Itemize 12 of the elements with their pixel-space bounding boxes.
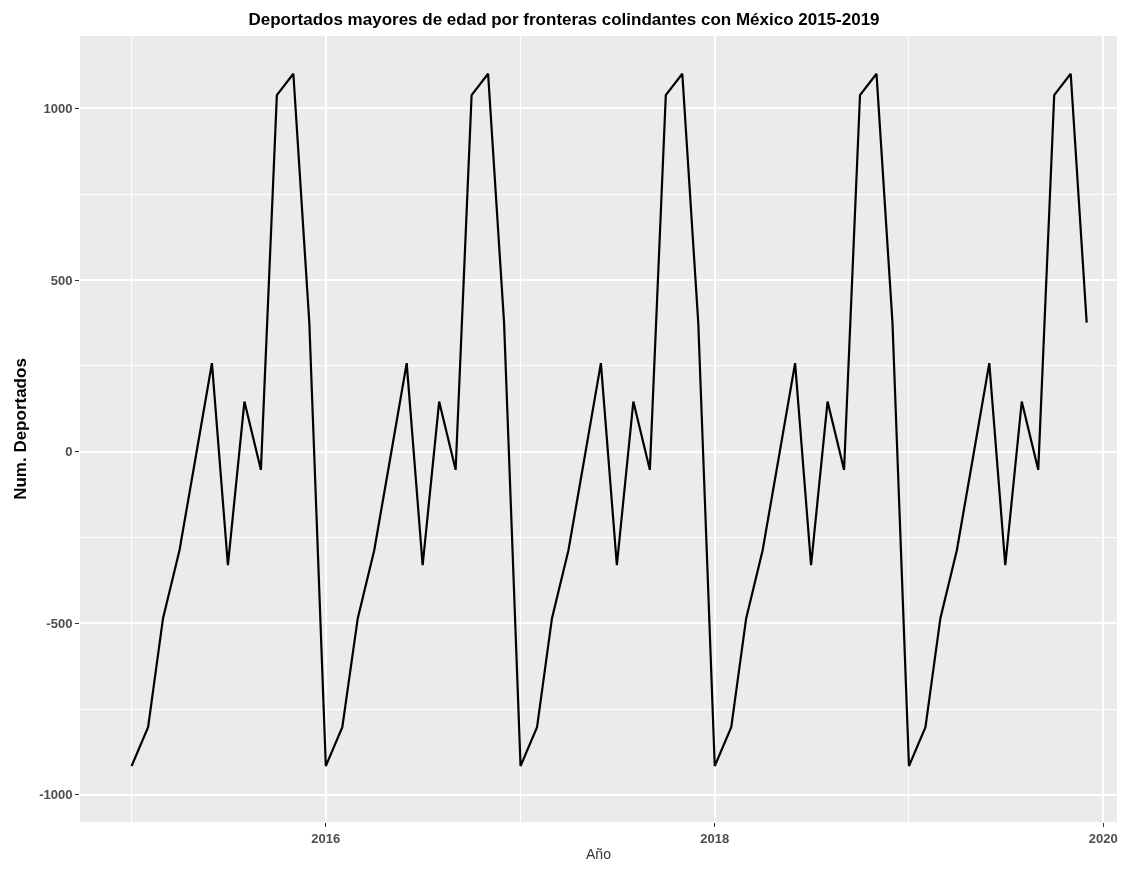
y-tick-label: 1000: [43, 100, 73, 116]
y-tick-label: 500: [50, 272, 73, 288]
line-series: [130, 72, 1088, 768]
y-axis-title: Num. Deportados: [10, 358, 30, 500]
x-axis-title: Año: [586, 845, 612, 862]
x-tick-label: 2018: [700, 830, 730, 846]
y-tick-label: 0: [65, 444, 73, 460]
y-tick-label: -500: [46, 615, 73, 631]
x-tick-label: 2020: [1088, 830, 1118, 846]
chart-title: Deportados mayores de edad por fronteras colindantes con México 2015-2019: [248, 9, 880, 29]
x-tick-label: 2016: [311, 830, 341, 846]
y-tick-label: -1000: [39, 787, 73, 803]
